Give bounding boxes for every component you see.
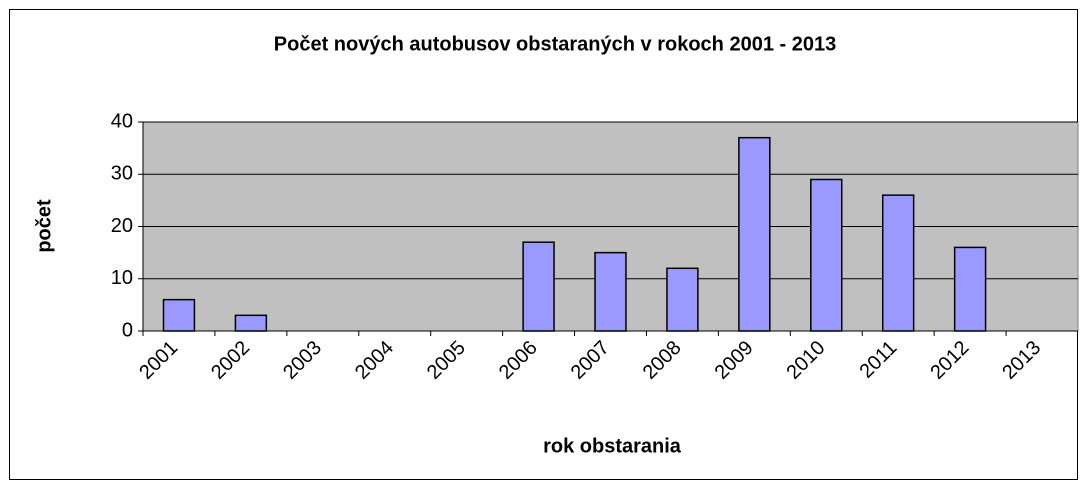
bar <box>234 314 268 332</box>
bar <box>810 178 843 332</box>
bar <box>594 251 627 332</box>
y-tick-label: 0 <box>122 319 133 341</box>
y-tick-label: 20 <box>111 215 133 237</box>
bar <box>666 267 699 332</box>
bar <box>522 241 555 332</box>
x-axis-label: rok obstarania <box>543 435 682 457</box>
y-tick-label: 40 <box>111 110 133 132</box>
bar <box>881 194 915 332</box>
bar <box>738 136 771 332</box>
bar <box>162 298 196 332</box>
chart-title: Počet nových autobusov obstaraných v rok… <box>274 33 836 55</box>
y-tick-label: 30 <box>111 163 133 185</box>
bar <box>953 246 987 332</box>
y-tick-label: 10 <box>111 267 133 289</box>
y-axis-label: počet <box>33 199 55 253</box>
